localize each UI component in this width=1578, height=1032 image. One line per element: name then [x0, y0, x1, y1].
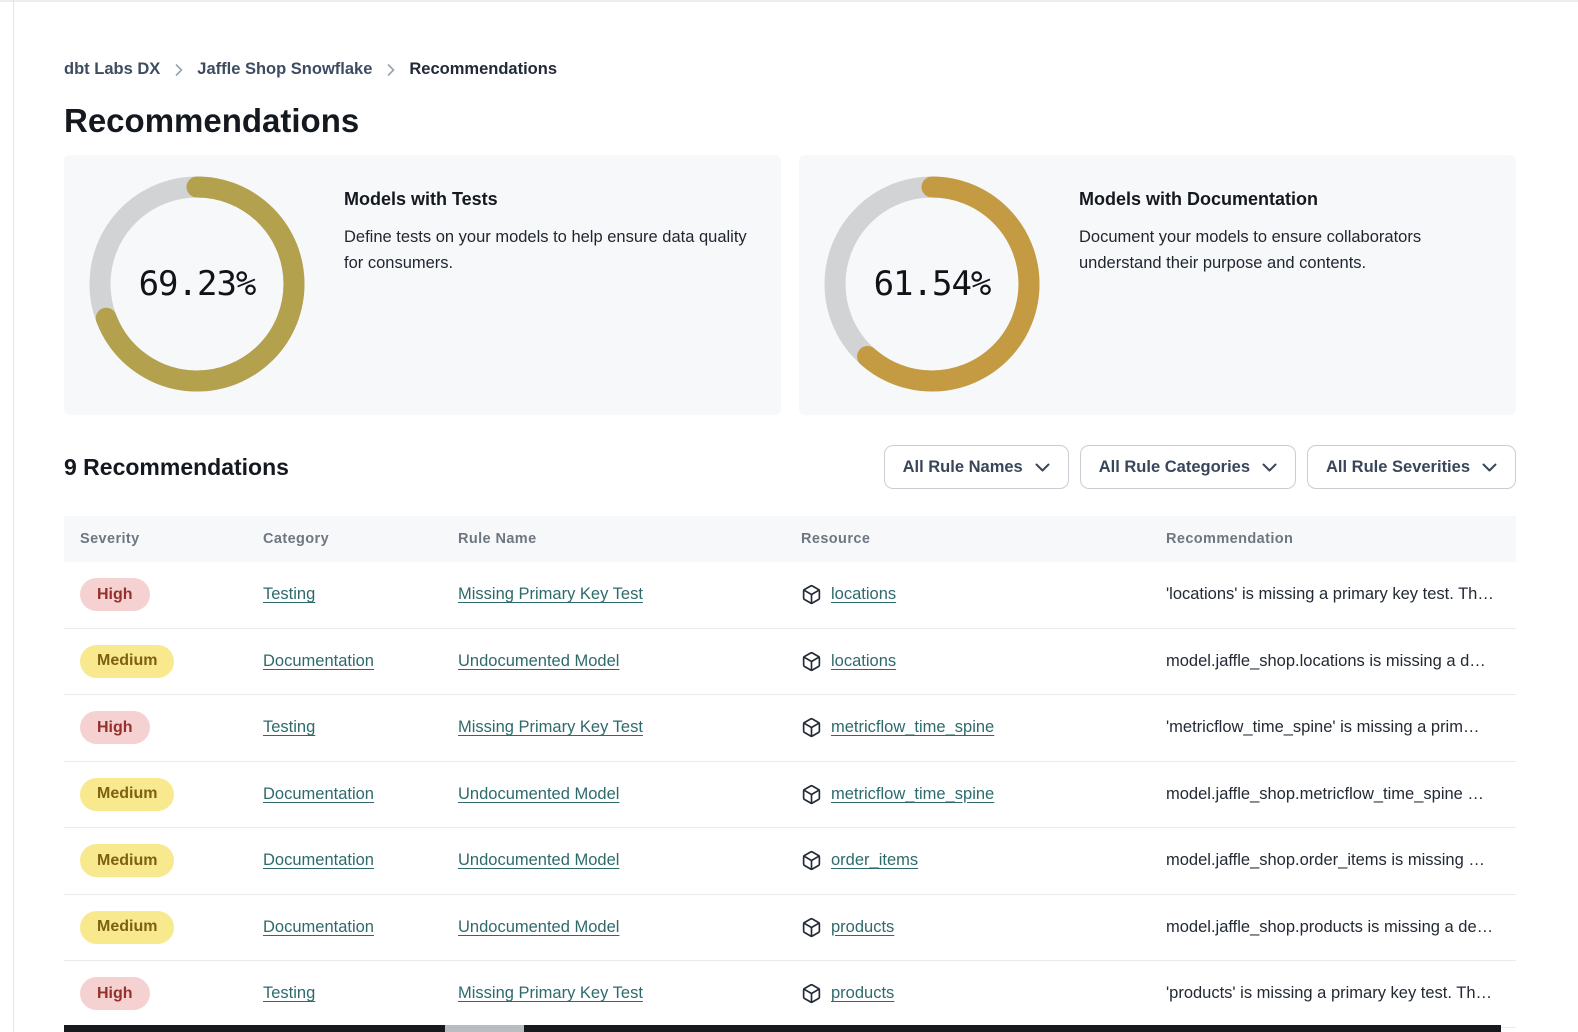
package-icon — [801, 850, 822, 871]
recommendations-table: Severity Category Rule Name Resource Rec… — [64, 516, 1516, 1028]
rule-name-link[interactable]: Undocumented Model — [458, 785, 619, 803]
package-icon — [801, 651, 822, 672]
card-description: Document your models to ensure collabora… — [1079, 224, 1492, 276]
documentation-percent-value: 61.54% — [823, 175, 1041, 393]
resource-link[interactable]: locations — [831, 652, 896, 671]
metric-cards: 69.23% Models with Tests Define tests on… — [64, 155, 1516, 415]
card-models-with-documentation: 61.54% Models with Documentation Documen… — [799, 155, 1516, 415]
rule-categories-filter-dropdown[interactable]: All Rule Categories — [1080, 445, 1296, 489]
resource-link[interactable]: products — [831, 918, 894, 937]
rule-name-link[interactable]: Missing Primary Key Test — [458, 718, 643, 736]
chevron-down-icon — [1482, 463, 1497, 472]
breadcrumb-item-current: Recommendations — [409, 60, 557, 79]
recommendation-text: model.jaffle_shop.metricflow_time_spine … — [1166, 785, 1516, 804]
resource-link[interactable]: locations — [831, 585, 896, 604]
recommendation-text: model.jaffle_shop.order_items is missing… — [1166, 851, 1516, 870]
filter-label: All Rule Categories — [1099, 458, 1250, 477]
table-row: Medium Documentation Undocumented Model … — [64, 629, 1516, 696]
rule-names-filter-dropdown[interactable]: All Rule Names — [884, 445, 1069, 489]
rule-name-link[interactable]: Undocumented Model — [458, 851, 619, 869]
chevron-down-icon — [1035, 463, 1050, 472]
resource-link[interactable]: products — [831, 984, 894, 1003]
recommendation-text: model.jaffle_shop.locations is missing a… — [1166, 652, 1516, 671]
chevron-right-icon — [174, 63, 183, 77]
severity-badge: Medium — [80, 778, 174, 811]
breadcrumb-item-account[interactable]: dbt Labs DX — [64, 60, 160, 79]
category-link[interactable]: Documentation — [263, 785, 374, 803]
column-header-recommendation: Recommendation — [1166, 531, 1516, 547]
recommendations-count-heading: 9 Recommendations — [64, 454, 289, 481]
rule-severities-filter-dropdown[interactable]: All Rule Severities — [1307, 445, 1516, 489]
severity-badge: High — [80, 977, 150, 1010]
recommendation-text: model.jaffle_shop.products is missing a … — [1166, 918, 1516, 937]
card-models-with-tests: 69.23% Models with Tests Define tests on… — [64, 155, 781, 415]
sidebar-divider — [13, 0, 14, 1032]
column-header-rule-name: Rule Name — [458, 531, 801, 547]
severity-badge: Medium — [80, 911, 174, 944]
tests-donut-chart: 69.23% — [88, 175, 306, 393]
category-link[interactable]: Testing — [263, 984, 315, 1002]
cutoff-row-fragment — [64, 1025, 1501, 1032]
package-icon — [801, 717, 822, 738]
recommendation-text: 'locations' is missing a primary key tes… — [1166, 585, 1516, 604]
category-link[interactable]: Documentation — [263, 652, 374, 670]
table-row: Medium Documentation Undocumented Model … — [64, 895, 1516, 962]
filter-bar: All Rule Names All Rule Categories All R… — [884, 445, 1516, 489]
resource-link[interactable]: metricflow_time_spine — [831, 718, 994, 737]
main-content: dbt Labs DX Jaffle Shop Snowflake Recomm… — [64, 0, 1516, 1028]
rule-name-link[interactable]: Undocumented Model — [458, 918, 619, 936]
card-description: Define tests on your models to help ensu… — [344, 224, 757, 276]
card-title: Models with Tests — [344, 189, 757, 210]
table-row: High Testing Missing Primary Key Test me… — [64, 695, 1516, 762]
breadcrumb-item-project[interactable]: Jaffle Shop Snowflake — [197, 60, 372, 79]
severity-badge: High — [80, 578, 150, 611]
card-title: Models with Documentation — [1079, 189, 1492, 210]
table-row: Medium Documentation Undocumented Model … — [64, 828, 1516, 895]
package-icon — [801, 784, 822, 805]
severity-badge: Medium — [80, 645, 174, 678]
chevron-right-icon — [386, 63, 395, 77]
package-icon — [801, 983, 822, 1004]
resource-link[interactable]: order_items — [831, 851, 918, 870]
filter-label: All Rule Severities — [1326, 458, 1470, 477]
table-row: High Testing Missing Primary Key Test lo… — [64, 562, 1516, 629]
breadcrumb: dbt Labs DX Jaffle Shop Snowflake Recomm… — [64, 60, 1516, 79]
package-icon — [801, 917, 822, 938]
column-header-severity: Severity — [80, 531, 263, 547]
resource-link[interactable]: metricflow_time_spine — [831, 785, 994, 804]
recommendation-text: 'metricflow_time_spine' is missing a pri… — [1166, 718, 1516, 737]
rule-name-link[interactable]: Missing Primary Key Test — [458, 585, 643, 603]
rule-name-link[interactable]: Missing Primary Key Test — [458, 984, 643, 1002]
recommendation-text: 'products' is missing a primary key test… — [1166, 984, 1516, 1003]
package-icon — [801, 584, 822, 605]
severity-badge: High — [80, 711, 150, 744]
category-link[interactable]: Testing — [263, 585, 315, 603]
category-link[interactable]: Documentation — [263, 851, 374, 869]
page-title: Recommendations — [64, 99, 1516, 143]
filter-label: All Rule Names — [903, 458, 1023, 477]
category-link[interactable]: Testing — [263, 718, 315, 736]
chevron-down-icon — [1262, 463, 1277, 472]
tests-percent-value: 69.23% — [88, 175, 306, 393]
table-row: Medium Documentation Undocumented Model … — [64, 762, 1516, 829]
category-link[interactable]: Documentation — [263, 918, 374, 936]
severity-badge: Medium — [80, 844, 174, 877]
rule-name-link[interactable]: Undocumented Model — [458, 652, 619, 670]
table-header-row: Severity Category Rule Name Resource Rec… — [64, 516, 1516, 562]
column-header-resource: Resource — [801, 531, 1166, 547]
column-header-category: Category — [263, 531, 458, 547]
documentation-donut-chart: 61.54% — [823, 175, 1041, 393]
table-row: High Testing Missing Primary Key Test pr… — [64, 961, 1516, 1028]
